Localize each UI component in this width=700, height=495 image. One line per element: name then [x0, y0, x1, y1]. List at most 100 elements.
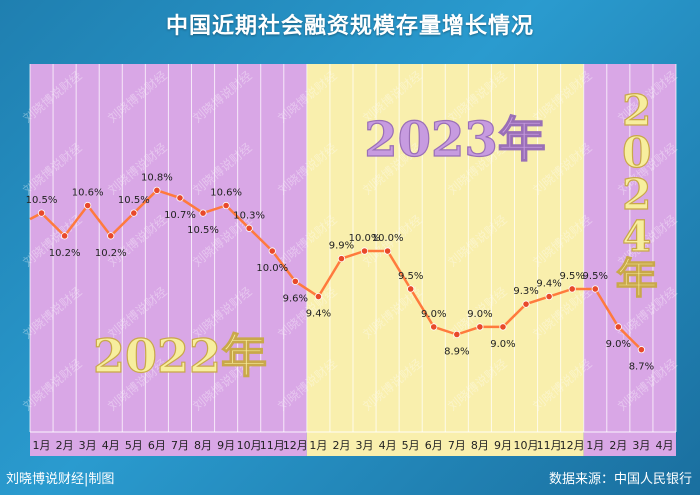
data-label: 8.9%: [444, 346, 469, 357]
data-label: 10.5%: [26, 195, 58, 206]
x-tick-label: 11月: [260, 439, 285, 452]
data-point: [199, 209, 207, 217]
data-point: [245, 224, 253, 232]
data-label: 10.2%: [95, 248, 127, 259]
data-label: 10.0%: [256, 263, 288, 274]
data-label: 10.6%: [72, 188, 104, 199]
year-label-2024-char: 2: [622, 170, 651, 219]
x-tick-label: 6月: [148, 439, 166, 452]
data-point: [407, 285, 415, 293]
data-point: [522, 300, 530, 308]
x-tick-label: 3月: [632, 439, 650, 452]
x-tick-label: 3月: [79, 439, 97, 452]
x-tick-label: 2月: [609, 439, 627, 452]
data-point: [337, 255, 346, 263]
series-line: [29, 189, 643, 351]
data-label: 10.5%: [118, 195, 150, 206]
data-point: [314, 292, 322, 301]
x-tick-label: 12月: [560, 439, 585, 452]
data-point: [61, 232, 69, 240]
data-label: 9.5%: [398, 271, 423, 282]
data-points: [37, 186, 645, 354]
data-label: 8.7%: [629, 362, 654, 373]
data-label: 10.6%: [210, 188, 242, 199]
data-label: 9.5%: [583, 271, 608, 282]
data-point: [360, 247, 369, 255]
data-point: [591, 285, 599, 293]
data-point: [614, 323, 622, 331]
x-tick-label: 4月: [379, 439, 397, 452]
data-point: [130, 209, 138, 217]
x-tick-label: 4月: [655, 439, 673, 452]
data-point: [268, 247, 276, 255]
data-point: [384, 247, 392, 255]
data-point: [476, 323, 484, 331]
data-point: [453, 330, 461, 339]
chart-title: 中国近期社会融资规模存量增长情况: [165, 14, 534, 39]
x-tick-label: 2月: [332, 439, 350, 452]
data-label: 10.8%: [141, 172, 173, 183]
x-tick-label: 9月: [217, 439, 235, 452]
x-tick-label: 6月: [425, 439, 443, 452]
data-label: 9.5%: [559, 271, 584, 282]
data-point: [568, 285, 576, 293]
data-label: 10.2%: [49, 248, 81, 259]
year-label-2024-char: 0: [622, 128, 651, 177]
data-point: [545, 292, 553, 301]
data-label: 9.6%: [283, 293, 308, 304]
x-tick-label: 8月: [471, 439, 489, 452]
data-label: 9.0%: [467, 309, 492, 320]
x-tick-label: 10月: [514, 439, 539, 452]
x-tick-label: 1月: [309, 439, 327, 452]
x-tick-label: 2月: [56, 439, 74, 452]
data-label: 9.3%: [513, 286, 538, 297]
source-text: 数据来源：中国人民银行: [548, 472, 692, 487]
series-line-layer: [29, 189, 643, 351]
data-point: [430, 323, 438, 331]
data-label: 9.0%: [606, 339, 631, 350]
x-tick-label: 7月: [448, 439, 466, 452]
credit-text: 刘晓博说财经|制图: [6, 472, 115, 487]
x-tick-label: 12月: [283, 439, 308, 452]
data-label: 9.0%: [490, 339, 515, 350]
data-labels: 10.5% 10.2% 10.6% 10.2% 10.5% 10.8% 10.7% 10.5%…: [26, 172, 654, 372]
x-tick-label: 5月: [402, 439, 420, 452]
data-label: 9.4%: [306, 309, 331, 320]
vertical-gridlines: [29, 64, 677, 433]
x-tick-label: 5月: [125, 439, 143, 452]
data-label: 10.5%: [187, 225, 219, 236]
data-point: [107, 232, 115, 240]
x-tick-label: 7月: [171, 439, 189, 452]
data-label: 10.7%: [164, 210, 196, 221]
x-tick-label: 1月: [586, 439, 604, 452]
year-label-2024-char: 4: [622, 212, 651, 261]
data-point: [637, 346, 645, 354]
data-label: 9.0%: [421, 309, 446, 320]
data-label: 10.0%: [372, 233, 404, 244]
data-label: 9.4%: [536, 279, 561, 290]
data-point: [84, 201, 92, 210]
year-label-2024-char: 2: [622, 86, 651, 135]
x-tick-label: 9月: [494, 439, 512, 452]
x-tick-label: 11月: [537, 439, 562, 452]
data-label: 9.9%: [329, 241, 354, 252]
x-tick-label: 1月: [33, 439, 51, 452]
data-point: [499, 323, 507, 331]
data-point: [222, 201, 230, 210]
data-label: 10.3%: [233, 210, 265, 221]
x-tick-label: 8月: [194, 439, 212, 452]
x-tick-label: 10月: [237, 439, 262, 452]
data-point: [291, 277, 299, 285]
data-point: [153, 186, 161, 194]
year-label-2023: 2023年: [364, 112, 546, 168]
data-point: [176, 194, 184, 202]
x-tick-label: 4月: [102, 439, 120, 452]
year-label-2022: 2022年: [93, 329, 267, 383]
x-tick-label: 3月: [356, 439, 374, 452]
year-label-2024-char: 年: [616, 254, 658, 303]
data-point: [37, 209, 46, 217]
data-label: 10.0%: [349, 233, 381, 244]
